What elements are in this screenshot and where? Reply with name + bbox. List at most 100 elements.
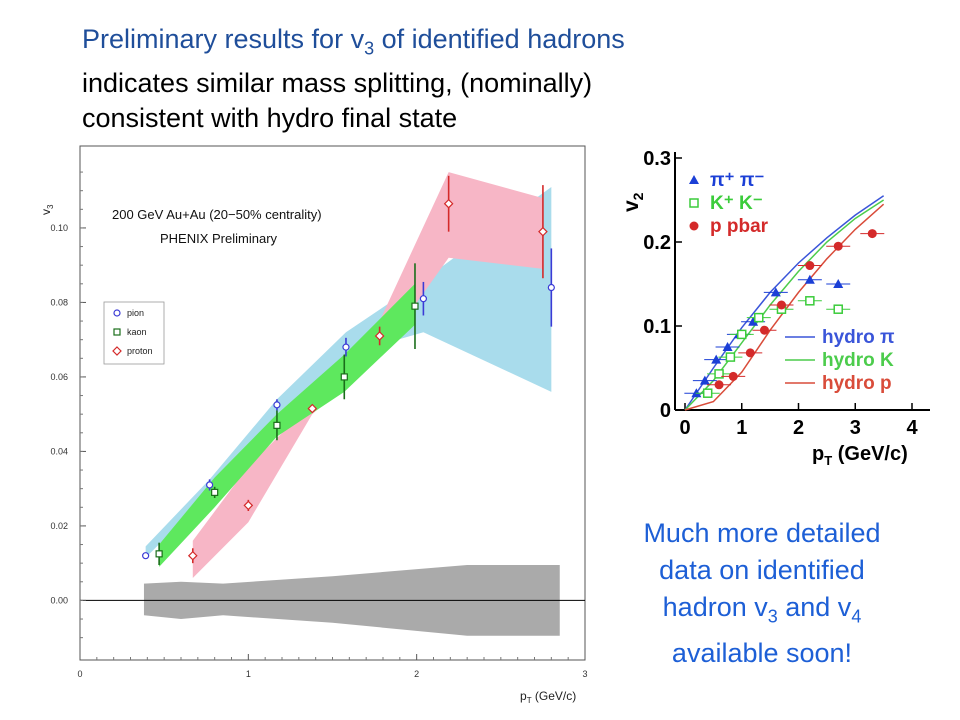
v2-y-label-sub: 2 [630,192,646,200]
v2-legend-marker-1 [689,198,699,208]
title-line-1: Preliminary results for v3 of identified… [82,22,782,66]
v2-y-tick-label: 0.1 [643,316,671,338]
y-tick-label: 0.02 [50,521,68,531]
y-tick-label: 0.10 [50,223,68,233]
v2-point-2 [759,325,769,335]
note-line-2: data on identified [659,555,865,585]
x-tick-label: 1 [246,669,251,679]
v2-point-1 [725,352,736,362]
v2-point-2 [728,371,738,381]
v2-point-2 [805,261,815,271]
v2-point-1 [702,388,713,398]
note-line-4: available soon! [671,638,853,669]
pion-point [342,343,350,351]
v2-x-tick-label: 0 [679,417,690,439]
proton-point [243,500,254,511]
v2-x-tick-label: 4 [906,417,918,439]
note-line-3-text-b: and v [777,592,852,622]
kaon-point [411,302,419,310]
v2-x-tick-label: 1 [736,417,747,439]
v2-legend-item-1: K⁺ K⁻ [689,193,763,214]
v2-point-1 [805,296,815,306]
proton-point [307,403,318,414]
note-line-1: Much more detailed [643,518,881,548]
legend-label-kaon: kaon [127,327,147,337]
v2-x-label-sub: T [824,453,832,468]
y-tick-label: 0.04 [50,446,68,456]
v2-point-0 [748,316,759,326]
v2-curve-legend-item-1: hydro K [785,350,894,371]
v3-y-axis-label: v3 [39,204,55,215]
title-line-1-text-b: of identified hadrons [374,24,625,54]
v2-point-1 [737,329,747,340]
annotation-collision: 200 GeV Au+Au (20−50% centrality) [112,207,322,222]
proton-point [187,550,198,561]
legend-marker-kaon [113,328,121,336]
kaon-point [340,373,348,381]
v2-point-2 [745,348,755,358]
title-line-3: consistent with hydro final state [82,103,458,134]
title-line-1-subscript: 3 [364,38,375,59]
v2-y-tick-label: 0.3 [643,148,671,170]
v2-point-1 [754,312,764,323]
v2-curve-legend-item-2: hydro p [785,373,892,394]
v2-legend-label-0: π⁺ π⁻ [710,170,764,191]
y-label-sub: 3 [46,204,55,209]
kaon-point [211,488,219,496]
v2-legend-marker-2 [689,221,699,231]
v2-curve-legend-item-0: hydro π [785,327,895,348]
x-label-unit: (GeV/c) [532,689,577,703]
kaon-band [159,283,415,567]
v2-y-tick-label: 0.2 [643,232,671,254]
legend-label-proton: proton [127,346,153,356]
pion-point [547,283,555,292]
legend-item-kaon: kaon [113,327,147,337]
x-tick-label: 2 [414,669,419,679]
proton-point [374,331,385,341]
note-line-3-sub-2: 4 [851,606,862,627]
v2-legend-item-2: p pbar [689,216,769,237]
y-tick-label: 0.00 [50,595,68,605]
legend-label-pion: pion [127,308,144,318]
kaon-point [273,421,281,429]
v2-point-0 [833,279,844,288]
pion-point [142,552,150,560]
v2-point-0 [711,354,722,364]
v2-point-2 [776,300,786,310]
x-tick-label: 3 [582,669,587,679]
proton-point [443,198,454,209]
y-tick-label: 0.06 [50,372,68,382]
note-line-3-sub-1: 3 [767,606,778,627]
pion-point [419,295,427,303]
title-line-1-text-a: Preliminary results for v [82,24,365,54]
v2-point-2 [867,229,877,239]
slide-title: Preliminary results for v3 of identified… [82,22,782,136]
note-line-3: hadron v3 and v4 [612,589,912,635]
slide-note: Much more detailed data on identified ha… [612,515,912,672]
v2-curve-legend-label-1: hydro K [822,350,894,371]
pion-point [206,481,214,489]
v2-point-1 [714,369,724,379]
legend-item-pion: pion [113,308,144,318]
v2-x-tick-label: 2 [793,417,804,439]
v2-point-2 [833,241,843,251]
annotation-preliminary: PHENIX Preliminary [160,231,278,246]
v2-legend-label-1: K⁺ K⁻ [710,193,763,214]
legend-marker-pion [113,309,121,317]
note-line-3-text-a: hadron v [662,592,768,622]
v2-x-tick-label: 3 [850,417,861,439]
v2-point-0 [804,274,815,284]
legend-marker-proton [112,346,122,356]
v2-legend-label-2: p pbar [710,216,769,237]
v2-point-2 [714,380,724,390]
v3-x-axis-label: pT (GeV/c) [520,689,576,705]
v2-x-label-unit: (GeV/c) [832,443,908,465]
proton-band [192,172,543,579]
x-label-sub: T [527,696,532,705]
v2-point-0 [770,287,781,297]
v2-legend-item-0: π⁺ π⁻ [689,170,764,191]
v2-y-tick-label: 0 [660,400,671,422]
v2-legend-marker-0 [689,175,699,184]
